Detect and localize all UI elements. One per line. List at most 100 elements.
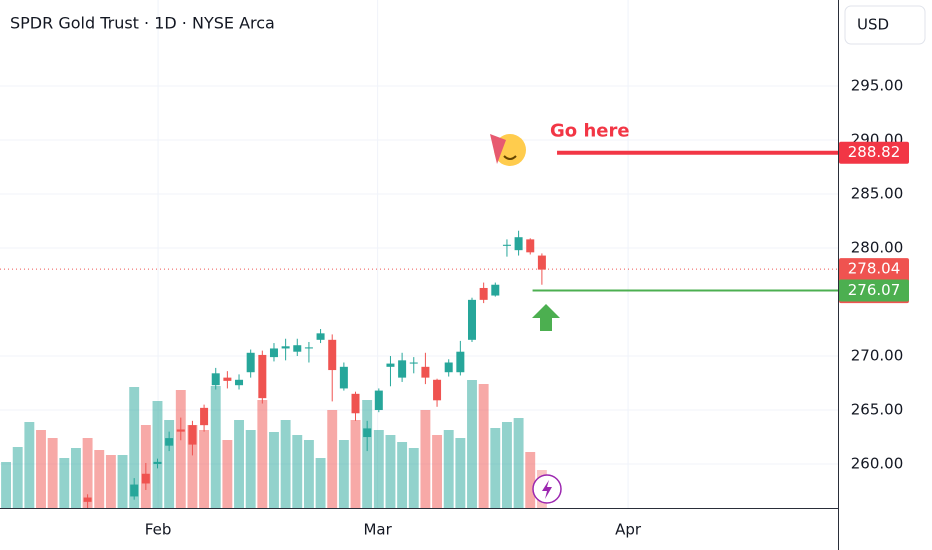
volume-bar [47, 438, 58, 508]
candle-body [491, 284, 500, 296]
volume-bar [501, 422, 512, 508]
candle-body [398, 360, 407, 378]
candle-body [211, 373, 220, 386]
volume-bar [350, 420, 361, 508]
volume-bar [210, 386, 221, 508]
candle-body [176, 429, 185, 432]
price-tag [839, 141, 909, 164]
up-arrow [532, 304, 560, 331]
volume-bar [385, 435, 396, 508]
y-tick-label: 265.00 [851, 401, 904, 419]
candle-body [293, 345, 302, 352]
candle-body [433, 379, 442, 401]
lightning-icon [542, 480, 552, 499]
annotation-text: Go here [550, 121, 630, 142]
candle-body [409, 362, 418, 364]
volume-bar [187, 425, 198, 508]
volume-bar [292, 435, 303, 508]
candle-body [351, 393, 360, 414]
candle-body [223, 377, 232, 381]
candle-body [339, 366, 348, 389]
volume-bar [478, 384, 489, 508]
y-tick-label: 270.00 [851, 347, 904, 365]
currency-button[interactable] [844, 5, 926, 45]
volume-bar [94, 450, 105, 508]
volume-bar [467, 380, 477, 508]
x-tick-label: Mar [363, 521, 392, 539]
volume-bar [443, 430, 454, 508]
candle-body [188, 425, 197, 445]
volume-bar [303, 440, 314, 508]
volume-bar [152, 401, 163, 508]
volume-bar [36, 430, 46, 508]
emoji-hat [490, 134, 506, 164]
price-tag-label: 288.82 [848, 143, 901, 161]
volume-bar [12, 447, 23, 508]
candle-body [141, 473, 150, 484]
candle-body [269, 348, 278, 358]
candle-body [444, 362, 453, 373]
candle-body [316, 333, 325, 340]
chart-title: SPDR Gold Trust · 1D · NYSE Arca [10, 14, 275, 33]
candle-body [421, 366, 430, 378]
volume-bar [420, 410, 431, 508]
x-tick-label: Apr [615, 521, 642, 539]
candle-body [235, 379, 244, 386]
candle-body [165, 438, 174, 446]
volume-bar [257, 400, 268, 508]
volume-bar [455, 438, 466, 508]
volume-bar [269, 432, 279, 508]
price-tag [839, 279, 909, 302]
volume-bar [129, 387, 140, 508]
candle-body [200, 407, 209, 426]
candle-body [456, 351, 465, 373]
candle-body [258, 354, 267, 399]
candle-body [153, 461, 162, 465]
candle-body [363, 428, 372, 438]
volume-bar [338, 440, 349, 508]
candle-body [246, 352, 255, 373]
volume-bar [362, 400, 373, 508]
volume-bar [199, 430, 210, 508]
candle-body [304, 347, 313, 349]
candle-body [502, 244, 511, 246]
volume-bar [373, 430, 384, 508]
volume-bar [222, 440, 233, 508]
currency-label[interactable]: USD [857, 16, 889, 34]
volume-bar [397, 442, 408, 508]
y-tick-label: 285.00 [851, 184, 904, 202]
volume-bar [59, 458, 70, 508]
volume-bar [432, 435, 443, 508]
volume-bar [1, 462, 12, 508]
volume-bar [408, 448, 419, 508]
volume-bar [164, 420, 175, 508]
candle-body [386, 363, 395, 367]
emoji-mouth [503, 155, 517, 160]
volume-bar [234, 420, 244, 508]
volume-bar [525, 452, 536, 508]
volume-bar [490, 428, 501, 508]
candle-body [374, 390, 383, 411]
y-tick-label: 295.00 [851, 76, 904, 94]
volume-bar [513, 418, 524, 508]
candle-body [526, 239, 535, 253]
candle-body [83, 497, 92, 502]
volume-bar [327, 410, 338, 508]
price-tag-label: 278.04 [848, 260, 901, 278]
candle-body [514, 237, 523, 251]
volume-bar [245, 430, 256, 508]
volume-bar [82, 438, 93, 508]
candle-body [468, 299, 477, 340]
volume-bar [117, 455, 128, 508]
y-tick-label: 260.00 [851, 455, 904, 473]
volume-bar [105, 455, 116, 508]
candle-body [281, 346, 290, 349]
candle-body [130, 484, 139, 497]
y-tick-label: 280.00 [851, 239, 904, 257]
plot-area: Go here [0, 0, 838, 513]
volume-bar [24, 422, 35, 508]
candle-body [328, 339, 337, 371]
